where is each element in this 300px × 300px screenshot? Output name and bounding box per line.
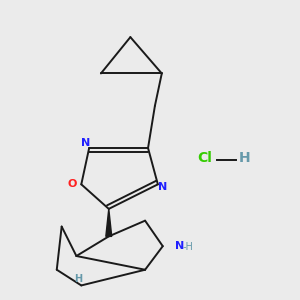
Text: H: H: [74, 274, 83, 284]
Text: H: H: [238, 151, 250, 165]
Text: Cl: Cl: [197, 151, 212, 165]
Text: N: N: [81, 138, 90, 148]
Text: O: O: [68, 179, 77, 189]
Text: N: N: [175, 241, 184, 251]
Polygon shape: [106, 209, 112, 236]
Text: N: N: [158, 182, 167, 192]
Text: -H: -H: [182, 242, 193, 252]
